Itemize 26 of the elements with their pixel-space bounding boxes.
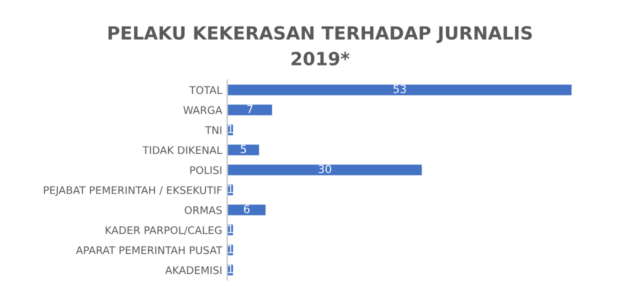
data-label: 5 [240,144,246,154]
data-label: 30 [318,164,332,174]
data-label: 6 [244,204,250,214]
bar [227,143,260,157]
bar [227,203,267,217]
chart-title: PELAKU KEKERASAN TERHADAP JURNALIS 2019* [108,26,532,66]
y-tick-label: KADER PARPOL/CALEG [106,226,222,235]
y-tick-label: APARAT PEMERINTAH PUSAT [76,246,222,254]
y-tick-label: ORMAS [184,206,222,214]
bar [227,83,573,97]
y-tick-label: POLISI [190,166,222,174]
y-tick-label: AKADEMISI [165,266,222,274]
data-label: 1 [228,244,233,254]
bar [227,163,424,177]
y-tick-label: TNI [205,126,222,134]
data-label: 7 [247,104,253,113]
data-label: 1 [228,224,233,234]
y-tick-label: PEJABAT PEMERINTAH / EKSEKUTIF [44,186,222,196]
data-label: 53 [394,84,406,94]
data-label: 1 [228,184,233,194]
y-tick-label: TIDAK DIKENAL [142,146,222,154]
y-tick-label: TOTAL [189,86,222,94]
y-tick-label: WARGA [183,106,222,114]
data-label: 1 [228,124,233,134]
bar [227,103,274,117]
data-label: 1 [228,264,233,274]
